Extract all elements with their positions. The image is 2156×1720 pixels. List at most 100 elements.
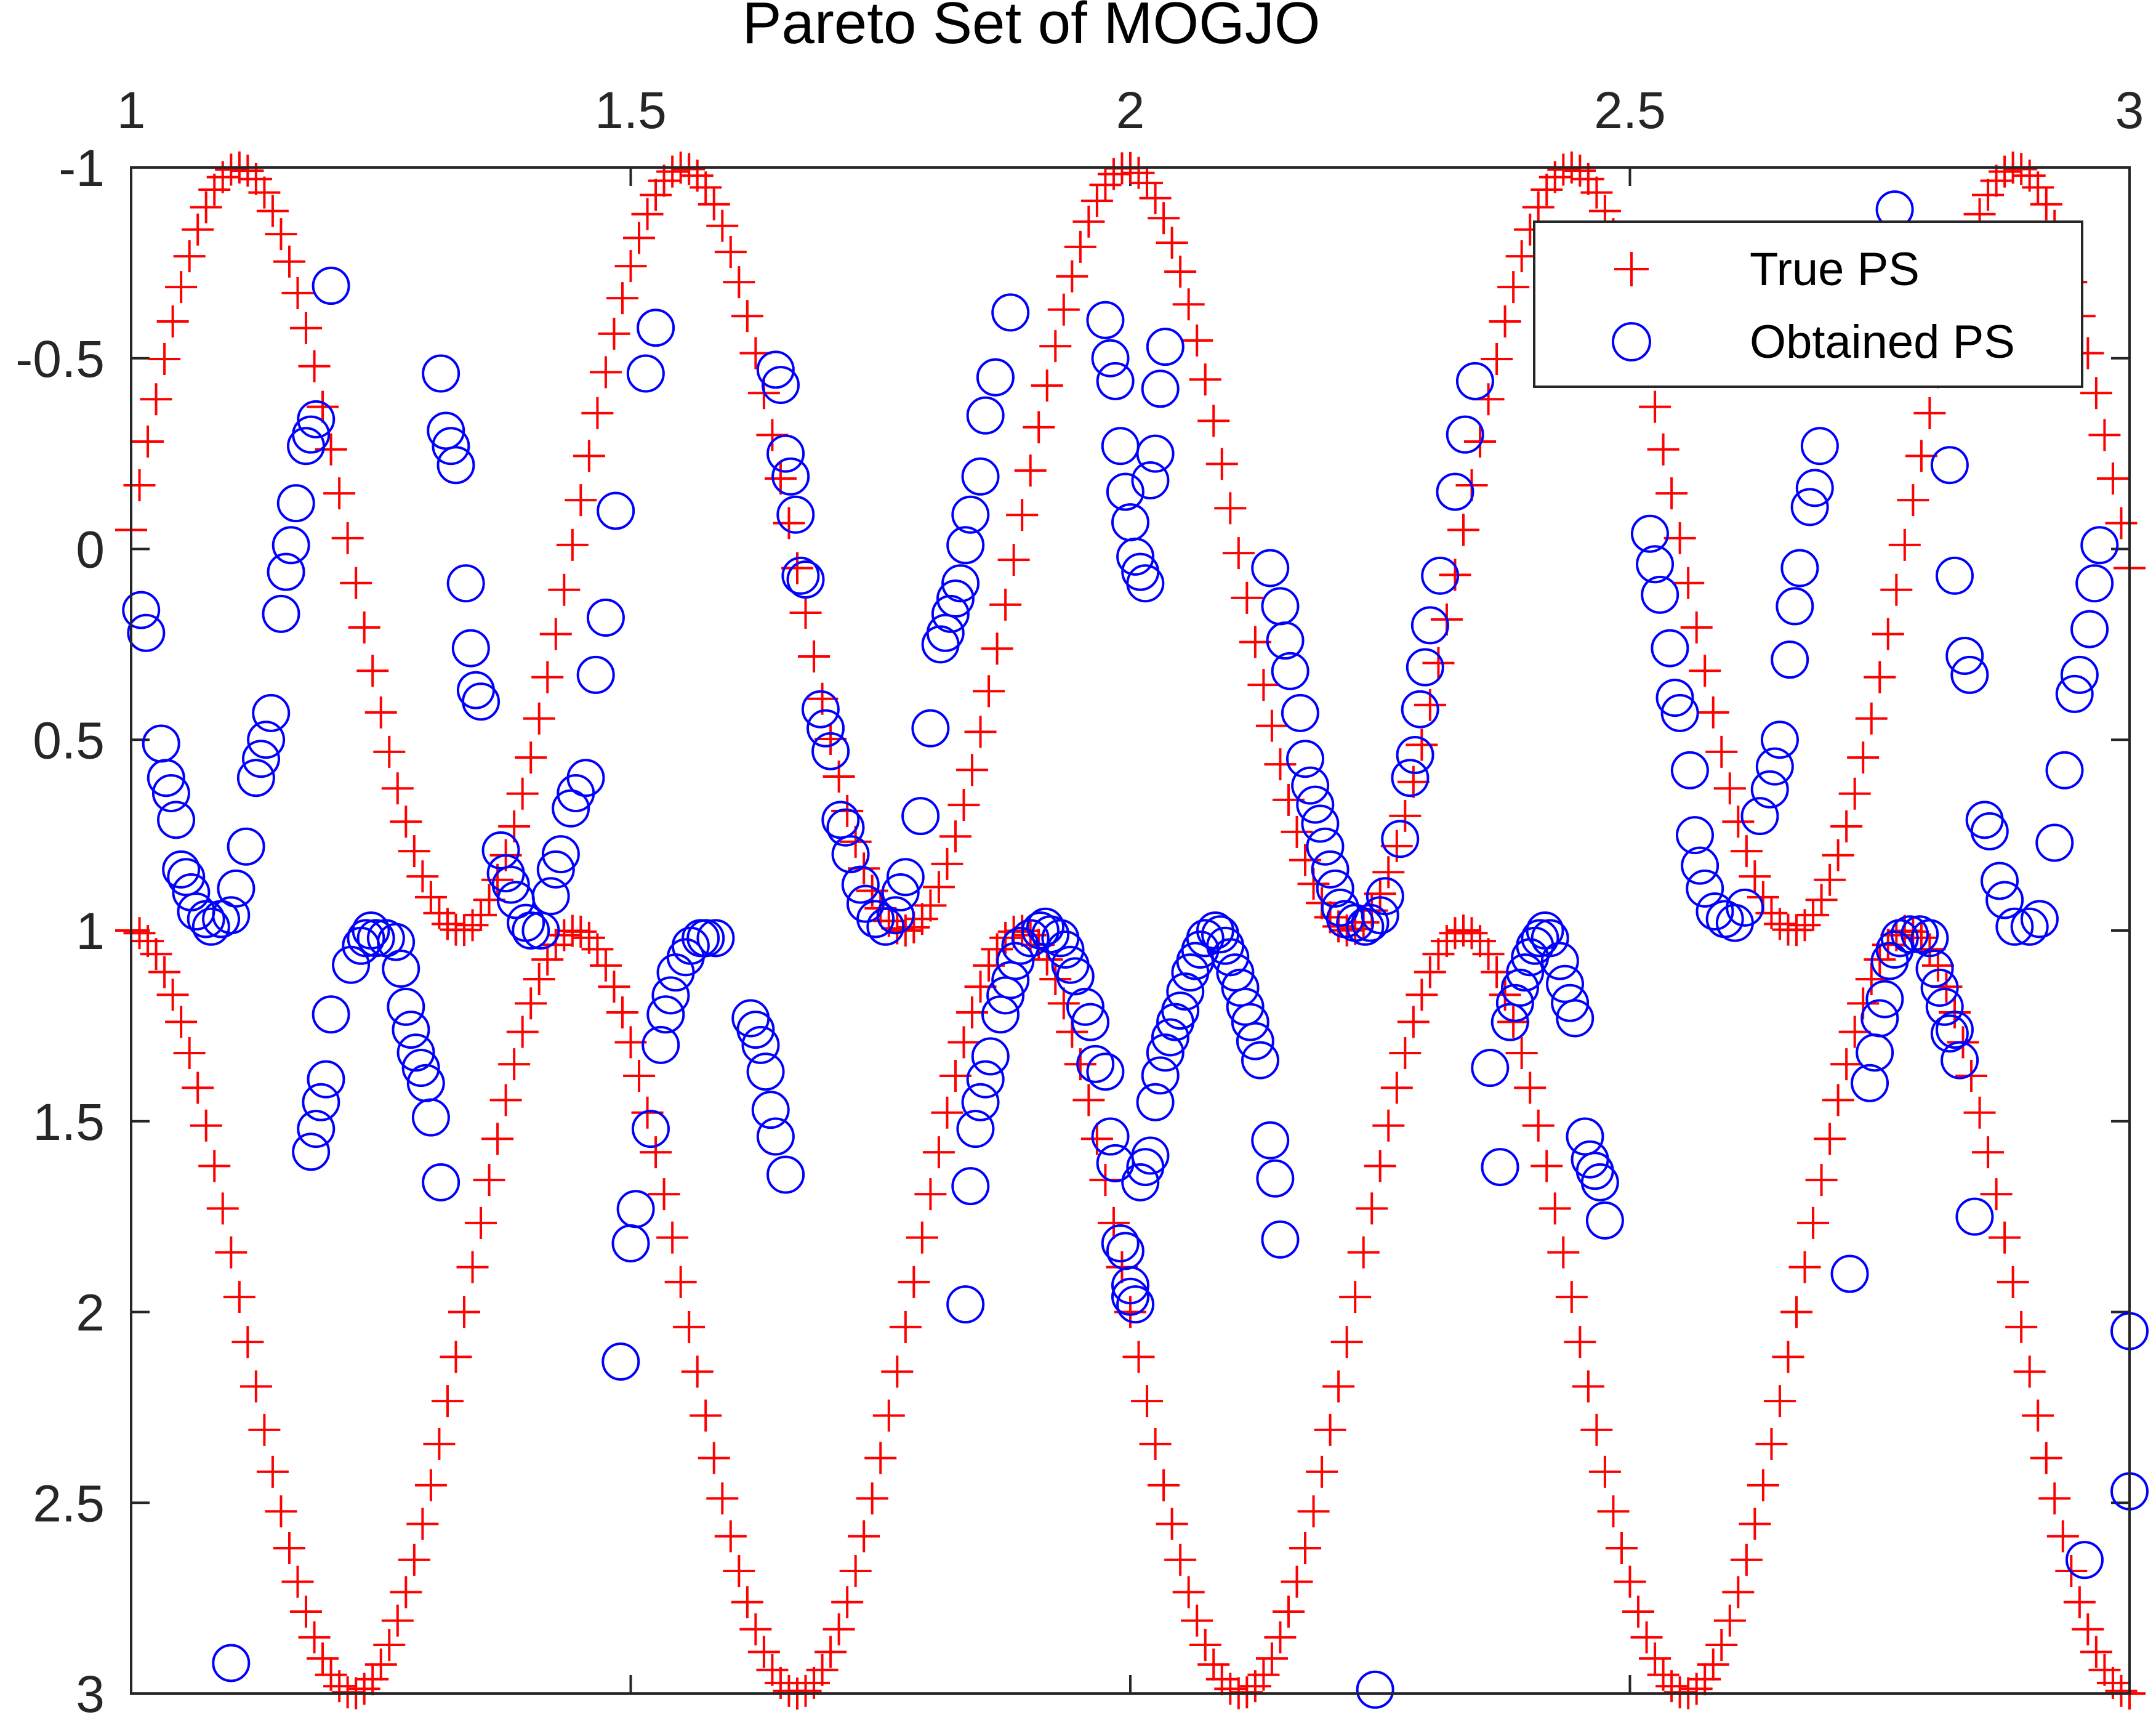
obtained-ps-point (741, 1025, 780, 1064)
true-ps-point (1497, 271, 1530, 304)
true-ps-point (156, 305, 189, 338)
true-ps-point (2005, 153, 2038, 185)
true-ps-point (1822, 1084, 1854, 1116)
true-ps-point (356, 1663, 389, 1695)
true-ps-point (1630, 1621, 1663, 1653)
obtained-ps-point (1540, 942, 1579, 980)
true-ps-point (2080, 1636, 2112, 1668)
true-ps-point (1430, 925, 1463, 958)
true-ps-point (1814, 1123, 1846, 1155)
true-ps-point (515, 987, 547, 1020)
true-ps-point (1364, 878, 1396, 910)
plot-frame (130, 166, 2131, 1695)
obtained-ps-point (312, 995, 350, 1034)
true-ps-point (1064, 230, 1096, 263)
obtained-ps-point (781, 556, 820, 595)
true-ps-point (307, 1642, 339, 1675)
y-tick-label: 3 (76, 1665, 105, 1720)
true-ps-point (1372, 1109, 1405, 1142)
true-ps-point (1580, 1413, 1613, 1446)
obtained-ps-point (1281, 693, 1319, 732)
true-ps-point (1247, 669, 1280, 701)
true-ps-point (1647, 433, 1679, 466)
obtained-ps-point (1506, 953, 1545, 992)
obtained-ps-point (227, 827, 265, 866)
obtained-ps-point (1755, 747, 1794, 786)
true-ps-point (489, 1084, 522, 1116)
true-ps-point (1722, 805, 1755, 838)
true-ps-point (1272, 1596, 1305, 1628)
true-ps-point (239, 1370, 272, 1403)
obtained-ps-point (936, 579, 975, 618)
obtained-ps-point (1086, 1052, 1125, 1091)
obtained-ps-point (512, 911, 550, 950)
true-ps-point (2046, 1520, 2079, 1552)
obtained-ps-point (586, 599, 625, 637)
obtained-ps-point (1046, 930, 1085, 969)
true-ps-point (2105, 507, 2138, 539)
true-ps-point (1197, 405, 1230, 437)
true-ps-point (898, 1266, 930, 1298)
obtained-ps-point (966, 1060, 1005, 1099)
obtained-ps-point (1930, 446, 1969, 485)
obtained-ps-point (786, 560, 825, 599)
true-ps-point (1797, 1206, 1830, 1239)
true-ps-point (1189, 363, 1221, 396)
true-ps-point (1464, 425, 1497, 458)
obtained-ps-point (1241, 1041, 1279, 1080)
obtained-ps-series (122, 190, 2149, 1709)
true-ps-point (1347, 1236, 1380, 1269)
true-ps-point (248, 1413, 281, 1446)
true-ps-point (1805, 1164, 1838, 1197)
true-ps-point (1888, 528, 1921, 561)
obtained-ps-point (761, 366, 800, 405)
obtained-ps-point (1546, 964, 1585, 1003)
true-ps-point (2013, 1355, 2046, 1388)
true-ps-point (307, 390, 339, 423)
obtained-ps-point (536, 850, 575, 889)
obtained-ps-point (1955, 1197, 1994, 1236)
true-ps-point (1122, 1341, 1155, 1373)
true-ps-point (1255, 709, 1288, 742)
true-ps-point (190, 191, 222, 224)
obtained-ps-point (2010, 907, 2049, 946)
obtained-ps-point (1141, 369, 1180, 408)
true-ps-point (465, 1206, 497, 1239)
obtained-ps-point (1920, 968, 1959, 1007)
obtained-ps-point (866, 907, 905, 946)
true-ps-point (1905, 440, 1937, 472)
x-tick-label: 1 (117, 81, 146, 139)
obtained-ps-point (1935, 1011, 1974, 1049)
obtained-ps-point (1401, 690, 1439, 729)
obtained-ps-point (1146, 1033, 1185, 1072)
obtained-ps-point (801, 690, 840, 729)
true-ps-point (706, 1482, 739, 1515)
obtained-ps-point (1930, 1014, 1969, 1053)
obtained-ps-point (1236, 1022, 1274, 1060)
true-ps-point (231, 1326, 264, 1359)
obtained-ps-point (1925, 987, 1964, 1026)
obtained-ps-point (191, 907, 230, 946)
obtained-ps-point (1740, 797, 1779, 836)
obtained-ps-point (1636, 545, 1675, 584)
obtained-ps-point (806, 709, 845, 748)
obtained-ps-point (901, 797, 940, 836)
obtained-ps-point (1641, 575, 1679, 614)
true-ps-point (997, 544, 1030, 576)
obtained-ps-point (1851, 1064, 1889, 1102)
true-ps-point (456, 1251, 489, 1283)
y-tick-label: -1 (58, 139, 105, 197)
obtained-ps-point (926, 613, 965, 652)
obtained-ps-point (241, 740, 280, 778)
true-ps-point (340, 567, 372, 599)
true-ps-point (281, 277, 314, 309)
obtained-ps-point (646, 995, 685, 1034)
obtained-ps-point (642, 1025, 680, 1064)
true-ps-point (465, 898, 497, 931)
true-ps-point (723, 1555, 755, 1588)
obtained-ps-point (1146, 328, 1185, 366)
y-axis-ticks: -1 -0.5 0 0.5 1 1.5 2 2.5 3 (15, 139, 2130, 1720)
obtained-ps-point (1526, 911, 1564, 950)
true-ps-point (182, 1072, 214, 1104)
